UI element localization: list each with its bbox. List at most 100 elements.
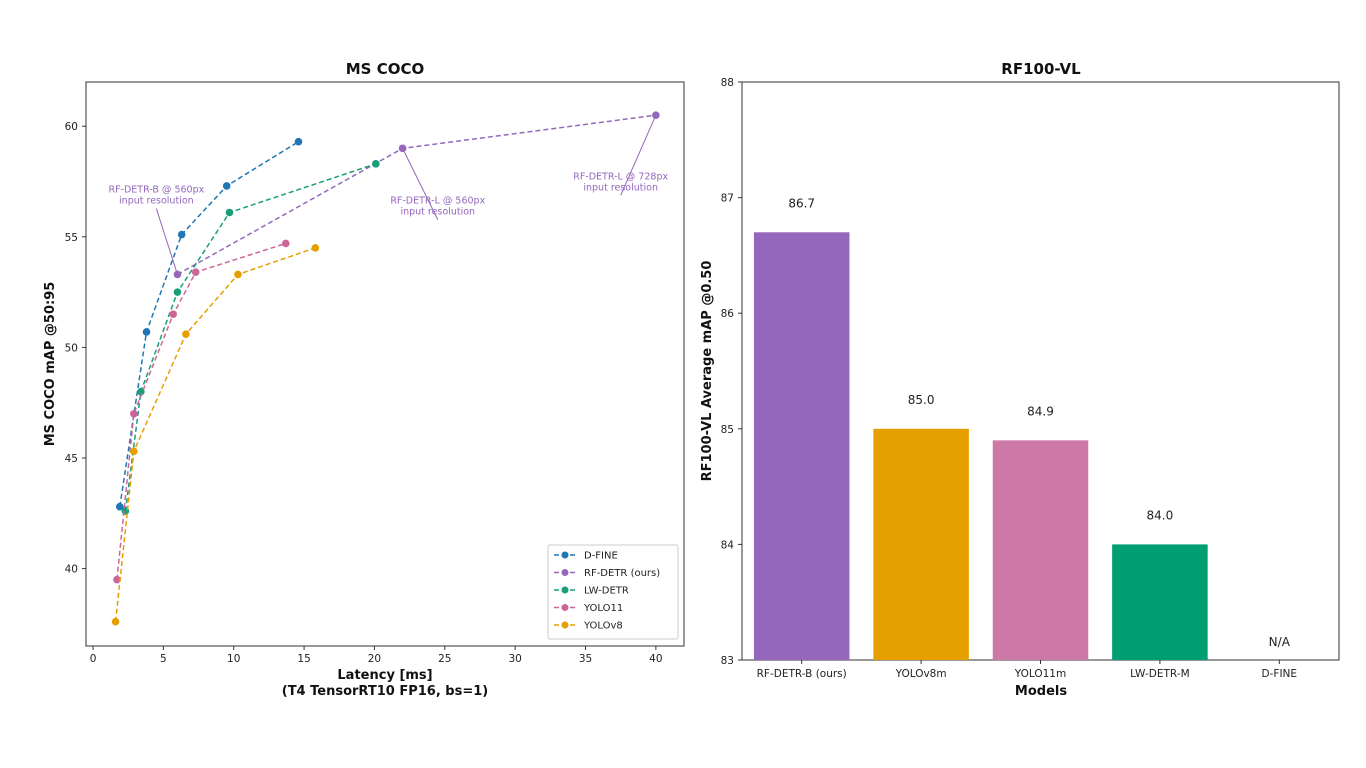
x-tick-label: 20: [368, 653, 381, 665]
data-point: [225, 208, 234, 217]
annotation-label: RF-DETR-B @ 560px: [108, 185, 204, 196]
data-point: [222, 182, 231, 190]
data-point: [652, 111, 660, 119]
legend-swatch-marker: [561, 551, 569, 559]
bar-group-yolov8m: 85.0 YOLOv8m: [873, 393, 969, 680]
series-lw-detr: [121, 160, 380, 515]
x-tick-label: 15: [297, 653, 310, 665]
legend-entry-yolov8: YOLOv8: [583, 621, 623, 632]
y-tick-label: 60: [65, 121, 78, 133]
bar: [1112, 544, 1208, 660]
ms-coco-ticks: 0 5 10 15 20 25 30 35 40 40 45 50 55 60: [65, 121, 663, 665]
y-tick-label: 84: [721, 539, 735, 551]
data-point: [111, 617, 120, 626]
x-tick-label: 10: [227, 653, 240, 665]
x-tick-label: 0: [90, 653, 97, 665]
bar-value-label: 84.9: [1027, 404, 1054, 418]
rf100-vl-chart: RF100-VL 83 84 85 86 87 88 86.7 RF-DETR-B (our…: [700, 60, 1340, 699]
bar: [753, 232, 850, 660]
rf100-ylabel: RF100-VL Average mAP @0.50: [700, 261, 715, 482]
x-tick-label: 30: [508, 653, 521, 665]
annotation-label: input resolution: [119, 196, 194, 207]
ms-coco-chart: MS COCO 0 5 10 15 20 25 30 35 40 40 45 50 55 60 RF-DE…: [43, 60, 685, 699]
annotation-arrow: [155, 208, 178, 275]
series-rf-detr-ours: [173, 111, 660, 279]
series-yolov8: [111, 244, 320, 626]
rf100-bars: 86.7 RF-DETR-B (ours) 85.0 YOLOv8m 84.9 YOLO1…: [753, 196, 1298, 680]
data-point: [191, 268, 200, 277]
y-tick-label: 86: [721, 308, 735, 320]
data-point: [130, 409, 138, 418]
series-line: [116, 242, 287, 580]
ms-coco-xlabel-sub: (T4 TensorRT10 FP16, bs=1): [282, 684, 488, 699]
series-line: [114, 247, 316, 622]
data-point: [173, 270, 182, 279]
legend-entry-d-fine: D-FINE: [584, 551, 618, 562]
annotation-arrow: [402, 148, 439, 220]
bar-group-d-fine: N/A D-FINE: [1262, 635, 1298, 680]
legend-entry-yolo11: YOLO11: [583, 603, 623, 614]
data-point: [311, 244, 320, 252]
series-line: [124, 163, 377, 512]
y-tick-label: 85: [721, 424, 734, 436]
data-point: [182, 330, 190, 338]
data-point: [142, 328, 151, 336]
data-point: [282, 239, 290, 248]
ms-coco-xlabel: Latency [ms]: [337, 668, 432, 683]
y-tick-label: 40: [65, 564, 78, 576]
x-tick-label: YOLO11m: [1014, 668, 1066, 680]
data-point: [115, 502, 124, 511]
x-tick-label: 35: [579, 653, 592, 665]
legend-frame: [547, 544, 679, 640]
legend-swatch-marker: [561, 569, 569, 576]
legend-swatch-marker: [561, 586, 569, 594]
data-point: [177, 230, 186, 239]
series-yolo11: [113, 239, 290, 584]
bar-value-label: 85.0: [908, 393, 935, 407]
annotation-label: input resolution: [583, 182, 658, 193]
bar-value-label: 86.7: [788, 196, 815, 210]
bar: [992, 440, 1089, 660]
data-point: [130, 447, 138, 456]
data-point: [169, 310, 178, 319]
legend-entry-lw-detr: LW-DETR: [584, 586, 629, 597]
data-point: [372, 160, 380, 168]
x-tick-label: 40: [649, 653, 662, 665]
bar: [873, 428, 969, 660]
series-d-fine: [115, 137, 303, 511]
y-tick-label: 88: [721, 77, 734, 89]
data-point: [398, 144, 407, 153]
ms-coco-legend: D-FINE RF-DETR (ours) LW-DETR YOLO11 YOLOv8: [547, 544, 679, 640]
annotation-label: RF-DETR-L @ 728px: [573, 171, 668, 182]
ms-coco-ylabel: MS COCO mAP @50:95: [43, 282, 58, 447]
bar-group-rf-detr-b-ours: 86.7 RF-DETR-B (ours): [753, 196, 850, 680]
x-tick-label: D-FINE: [1262, 668, 1298, 680]
bar-group-lw-detr-m: 84.0 LW-DETR-M: [1112, 508, 1208, 680]
ms-coco-title: MS COCO: [346, 60, 424, 78]
rf100-xlabel: Models: [1015, 684, 1067, 699]
data-point: [173, 288, 182, 296]
data-point: [234, 270, 242, 279]
bar-group-yolo11m: 84.9 YOLO11m: [992, 404, 1089, 680]
annotation-label: RF-DETR-L @ 560px: [390, 196, 485, 207]
y-tick-label: 87: [721, 193, 734, 205]
x-tick-label: LW-DETR-M: [1130, 668, 1189, 680]
rf100-title: RF100-VL: [1001, 60, 1081, 78]
annotation-label: input resolution: [400, 207, 475, 218]
y-tick-label: 50: [65, 342, 78, 354]
x-tick-label: 5: [160, 653, 167, 665]
y-tick-label: 83: [721, 655, 734, 667]
rf100-ticks: 83 84 85 86 87 88: [721, 77, 742, 667]
legend-swatch-marker: [561, 621, 569, 629]
y-tick-label: 55: [65, 232, 78, 244]
data-point: [113, 575, 121, 584]
x-tick-label: RF-DETR-B (ours): [757, 668, 847, 680]
x-tick-label: 25: [438, 653, 451, 665]
legend-entry-rf-detr-ours: RF-DETR (ours): [584, 568, 660, 579]
data-point: [294, 137, 303, 146]
bar-value-label: 84.0: [1147, 508, 1174, 522]
ms-coco-series: [111, 111, 660, 626]
annotation-arrow: [620, 114, 657, 196]
